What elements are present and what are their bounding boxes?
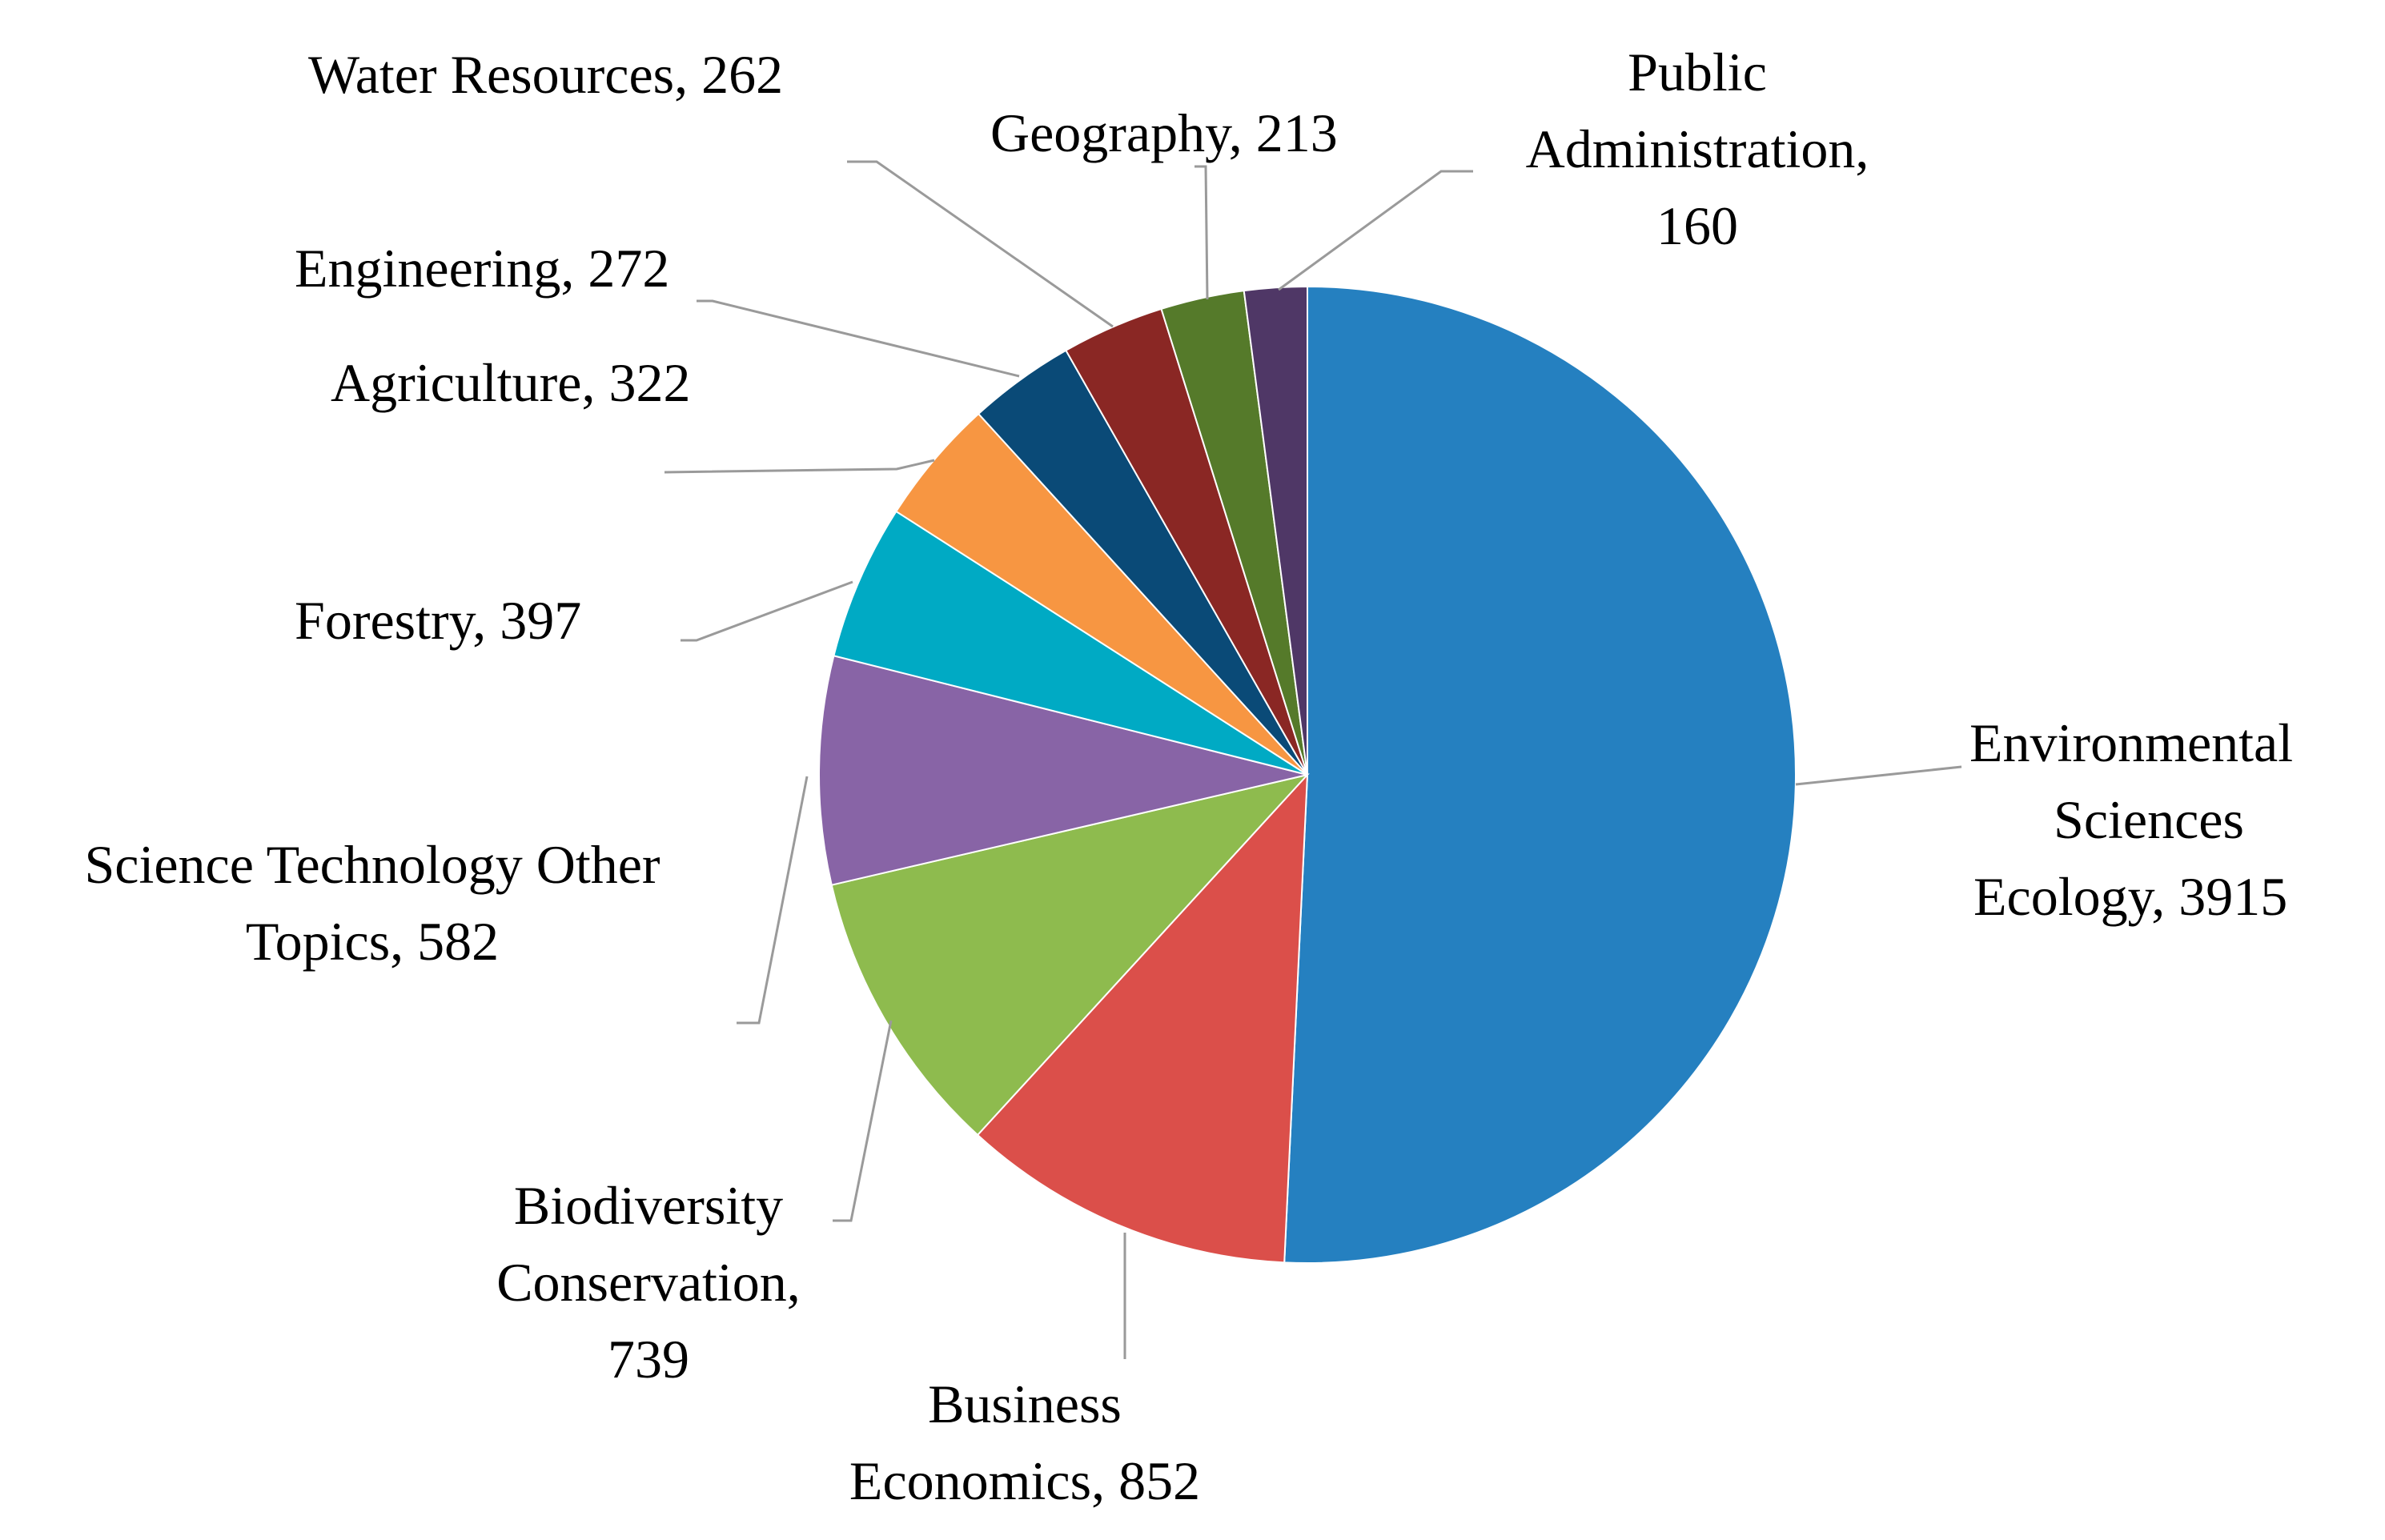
pie-slice-forestry xyxy=(833,510,1308,776)
leader-line-engineering xyxy=(697,299,1020,378)
data-label-forestry: Forestry, 397 xyxy=(295,590,582,651)
pie-slices xyxy=(818,285,1797,1264)
leader-line-forestry xyxy=(681,580,853,642)
data-label-water-resources: Water Resources, 262 xyxy=(308,44,784,105)
leader-line-science-technology-other-topics xyxy=(737,776,809,1025)
leader-lines xyxy=(664,160,1962,1359)
data-label-science-technology-other-topics: Science Technology Other Topics, 582 xyxy=(84,834,660,972)
leader-line-agriculture xyxy=(664,459,935,474)
leader-line-biodiversity-conservation xyxy=(833,1020,893,1222)
leader-line-public-administration xyxy=(1278,170,1473,291)
pie-slice-public-administration xyxy=(1243,285,1308,776)
data-label-agriculture: Agriculture, 322 xyxy=(331,352,691,413)
leader-line-water-resources xyxy=(847,160,1114,328)
data-label-biodiversity-conservation: Biodiversity Conservation, 739 xyxy=(496,1175,801,1390)
data-label-environmental-sciences-ecology: Environmental Sciences Ecology, 3915 xyxy=(1969,712,2294,927)
pie-slice-business-economics xyxy=(976,772,1309,1264)
leader-line-geography xyxy=(1195,165,1209,300)
pie-slice-environmental-sciences-ecology xyxy=(1283,285,1797,1264)
data-label-geography: Geography, 213 xyxy=(990,102,1338,163)
data-label-public-administration: Public Administration, 160 xyxy=(1525,42,1869,256)
data-label-business-economics: Business Economics, 852 xyxy=(849,1374,1201,1511)
pie-slice-biodiversity-conservation xyxy=(830,773,1310,1137)
leader-line-environmental-sciences-ecology xyxy=(1795,765,1962,786)
data-label-engineering: Engineering, 272 xyxy=(295,238,670,299)
pie-slice-science-technology-other-topics xyxy=(818,655,1308,886)
